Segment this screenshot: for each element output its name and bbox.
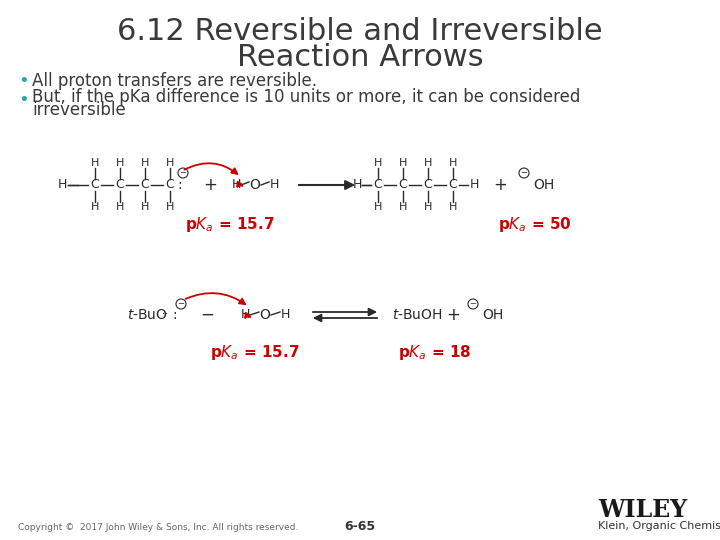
Text: −: − xyxy=(521,168,528,178)
Text: H: H xyxy=(141,158,149,168)
Text: −: − xyxy=(200,306,214,324)
Text: 6-65: 6-65 xyxy=(344,521,376,534)
Text: :: : xyxy=(177,178,181,192)
Text: C: C xyxy=(399,179,408,192)
Text: C: C xyxy=(374,179,382,192)
Text: H: H xyxy=(424,158,432,168)
Text: H: H xyxy=(91,158,99,168)
Text: :: : xyxy=(172,308,176,322)
Text: H: H xyxy=(166,202,174,212)
Text: C: C xyxy=(91,179,99,192)
Text: H: H xyxy=(91,202,99,212)
Text: H: H xyxy=(399,158,408,168)
Text: H: H xyxy=(166,158,174,168)
Text: C: C xyxy=(166,179,174,192)
Text: C: C xyxy=(423,179,433,192)
Text: H: H xyxy=(374,158,382,168)
Text: H: H xyxy=(399,202,408,212)
Text: H: H xyxy=(116,158,124,168)
Text: All proton transfers are reversible.: All proton transfers are reversible. xyxy=(32,72,317,90)
Text: H: H xyxy=(269,179,279,192)
Text: OH: OH xyxy=(533,178,554,192)
Text: O: O xyxy=(250,178,261,192)
Text: +: + xyxy=(493,176,507,194)
Text: H: H xyxy=(240,308,250,321)
Text: •: • xyxy=(18,91,29,109)
Text: p$\mathit{K}_a$ = 15.7: p$\mathit{K}_a$ = 15.7 xyxy=(210,343,300,362)
Text: H: H xyxy=(280,308,289,321)
Text: −: − xyxy=(179,168,186,178)
Text: Klein, Organic Chemistry 3e: Klein, Organic Chemistry 3e xyxy=(598,521,720,531)
Text: C: C xyxy=(140,179,149,192)
Text: H: H xyxy=(424,202,432,212)
Text: WILEY: WILEY xyxy=(598,498,687,522)
Text: H: H xyxy=(231,179,240,192)
Text: ⋅⋅: ⋅⋅ xyxy=(162,309,168,319)
Text: O: O xyxy=(260,308,271,322)
Text: +: + xyxy=(203,176,217,194)
Text: 6.12 Reversible and Irreversible: 6.12 Reversible and Irreversible xyxy=(117,17,603,46)
Text: $\mathit{t}$-BuO: $\mathit{t}$-BuO xyxy=(127,308,168,322)
Text: OH: OH xyxy=(482,308,503,322)
Text: Copyright ©  2017 John Wiley & Sons, Inc. All rights reserved.: Copyright © 2017 John Wiley & Sons, Inc.… xyxy=(18,523,298,531)
Text: C: C xyxy=(449,179,457,192)
Text: H: H xyxy=(469,179,479,192)
Text: H: H xyxy=(449,202,457,212)
Text: •: • xyxy=(18,72,29,90)
Text: But, if the pKa difference is 10 units or more, it can be considered: But, if the pKa difference is 10 units o… xyxy=(32,88,580,106)
Text: C: C xyxy=(116,179,125,192)
Text: H: H xyxy=(374,202,382,212)
Text: p$\mathit{K}_a$ = 50: p$\mathit{K}_a$ = 50 xyxy=(498,215,572,234)
Text: p$\mathit{K}_a$ = 18: p$\mathit{K}_a$ = 18 xyxy=(398,343,472,362)
Text: Reaction Arrows: Reaction Arrows xyxy=(237,43,483,71)
Text: H: H xyxy=(58,179,67,192)
Text: irreversible: irreversible xyxy=(32,101,126,119)
Text: p$\mathit{K}_a$ = 15.7: p$\mathit{K}_a$ = 15.7 xyxy=(185,215,275,234)
Text: H: H xyxy=(116,202,124,212)
Text: H: H xyxy=(352,179,361,192)
Text: −: − xyxy=(178,300,184,308)
Text: H: H xyxy=(449,158,457,168)
Text: +: + xyxy=(446,306,460,324)
Text: $\mathit{t}$-BuOH: $\mathit{t}$-BuOH xyxy=(392,308,443,322)
Text: H: H xyxy=(141,202,149,212)
Text: −: − xyxy=(469,300,477,308)
